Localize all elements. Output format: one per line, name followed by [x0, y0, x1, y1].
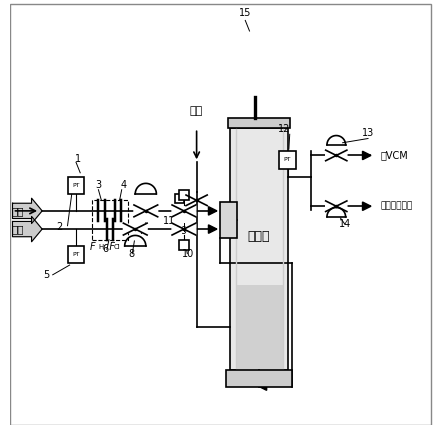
Polygon shape [255, 370, 263, 378]
Bar [226, 370, 292, 386]
Polygon shape [12, 216, 42, 242]
Text: F: F [89, 242, 95, 252]
Polygon shape [362, 151, 371, 160]
Text: 合成炉: 合成炉 [248, 230, 270, 243]
Text: 10: 10 [182, 249, 194, 259]
Polygon shape [208, 225, 217, 233]
Bar [178, 240, 189, 250]
Polygon shape [135, 223, 147, 235]
Text: 8: 8 [128, 249, 134, 259]
Polygon shape [12, 198, 42, 224]
Text: PT: PT [72, 252, 80, 257]
Polygon shape [336, 150, 347, 161]
Polygon shape [123, 223, 135, 235]
Polygon shape [326, 150, 336, 161]
Text: : F: : F [103, 242, 115, 252]
Polygon shape [362, 202, 371, 210]
Text: 氮气: 氮气 [190, 106, 203, 115]
Text: 去VCM: 去VCM [381, 150, 408, 161]
Text: 1: 1 [75, 154, 81, 164]
Text: 15: 15 [239, 9, 251, 18]
Text: H: H [99, 244, 103, 250]
Polygon shape [146, 205, 158, 217]
Text: 2: 2 [56, 222, 62, 232]
Text: 6: 6 [103, 245, 109, 254]
Text: PT: PT [72, 183, 80, 188]
Bar [178, 190, 189, 200]
Text: 氯气: 氯气 [11, 224, 24, 234]
Polygon shape [326, 201, 336, 212]
Polygon shape [184, 223, 196, 235]
Text: Cl: Cl [113, 244, 120, 250]
Polygon shape [222, 216, 231, 224]
Bar [175, 193, 184, 203]
Polygon shape [259, 383, 267, 390]
Text: 13: 13 [362, 128, 374, 138]
Polygon shape [134, 205, 146, 217]
Text: 12: 12 [278, 124, 291, 134]
Text: 去氯化氢吸收: 去氯化氢吸收 [381, 202, 413, 211]
Text: PT: PT [284, 157, 291, 162]
Polygon shape [172, 223, 184, 235]
Text: 氢气: 氢气 [11, 206, 24, 216]
Text: 9: 9 [181, 226, 187, 236]
Text: 4: 4 [121, 180, 127, 190]
Bar [236, 285, 282, 370]
Polygon shape [186, 195, 197, 206]
Polygon shape [208, 207, 217, 215]
Text: 3: 3 [95, 180, 102, 190]
Polygon shape [184, 205, 196, 217]
Bar [220, 202, 237, 238]
Polygon shape [336, 201, 347, 212]
Bar [228, 118, 290, 128]
Bar [67, 246, 84, 263]
Bar [230, 128, 288, 370]
Text: 14: 14 [339, 219, 351, 228]
Bar [67, 177, 84, 194]
Text: 5: 5 [43, 270, 49, 280]
Bar [279, 151, 297, 169]
Polygon shape [197, 195, 207, 206]
Text: 11: 11 [163, 216, 175, 226]
Polygon shape [172, 205, 184, 217]
Text: 7: 7 [139, 226, 145, 236]
